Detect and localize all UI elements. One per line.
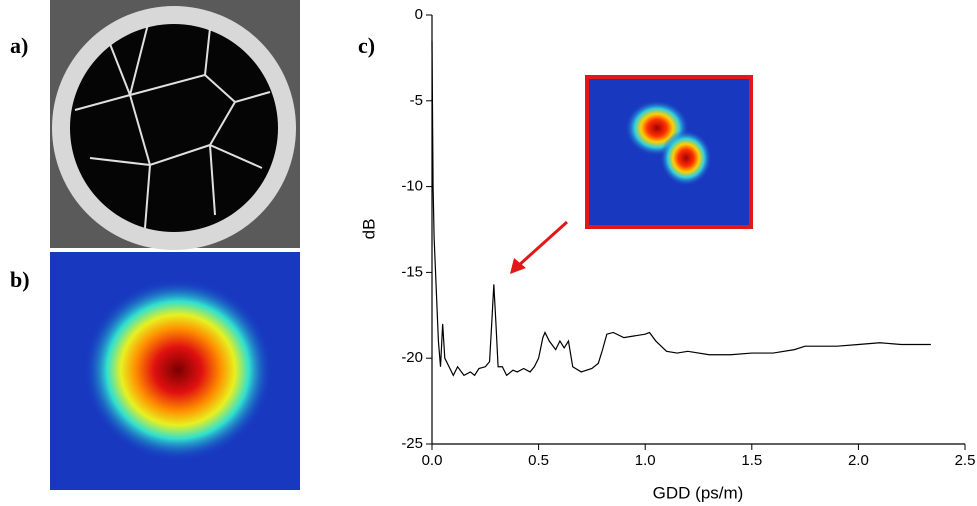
y-tick-label: -5 bbox=[410, 92, 423, 109]
x-axis-label: GDD (ps/m) bbox=[653, 483, 744, 502]
mode-image bbox=[50, 252, 300, 490]
x-tick-label: 2.0 bbox=[848, 452, 869, 469]
fiber-image bbox=[50, 0, 300, 250]
x-tick-label: 1.0 bbox=[635, 452, 656, 469]
y-tick-label: -10 bbox=[401, 178, 423, 195]
panel-label: b) bbox=[10, 267, 30, 292]
y-axis-label: dB bbox=[359, 219, 378, 240]
inset-image bbox=[585, 75, 753, 229]
data-line bbox=[431, 40, 931, 377]
y-tick-label: -25 bbox=[401, 435, 423, 452]
x-tick-label: 0.5 bbox=[528, 452, 549, 469]
panel-label: a) bbox=[10, 33, 28, 58]
y-tick-label: -20 bbox=[401, 349, 423, 366]
x-tick-label: 2.5 bbox=[955, 452, 976, 469]
arrow bbox=[510, 220, 569, 274]
panel-label: c) bbox=[358, 33, 375, 58]
x-tick-label: 0.0 bbox=[422, 452, 443, 469]
y-tick-label: 0 bbox=[415, 6, 423, 23]
y-tick-label: -15 bbox=[401, 263, 423, 280]
x-tick-label: 1.5 bbox=[741, 452, 762, 469]
